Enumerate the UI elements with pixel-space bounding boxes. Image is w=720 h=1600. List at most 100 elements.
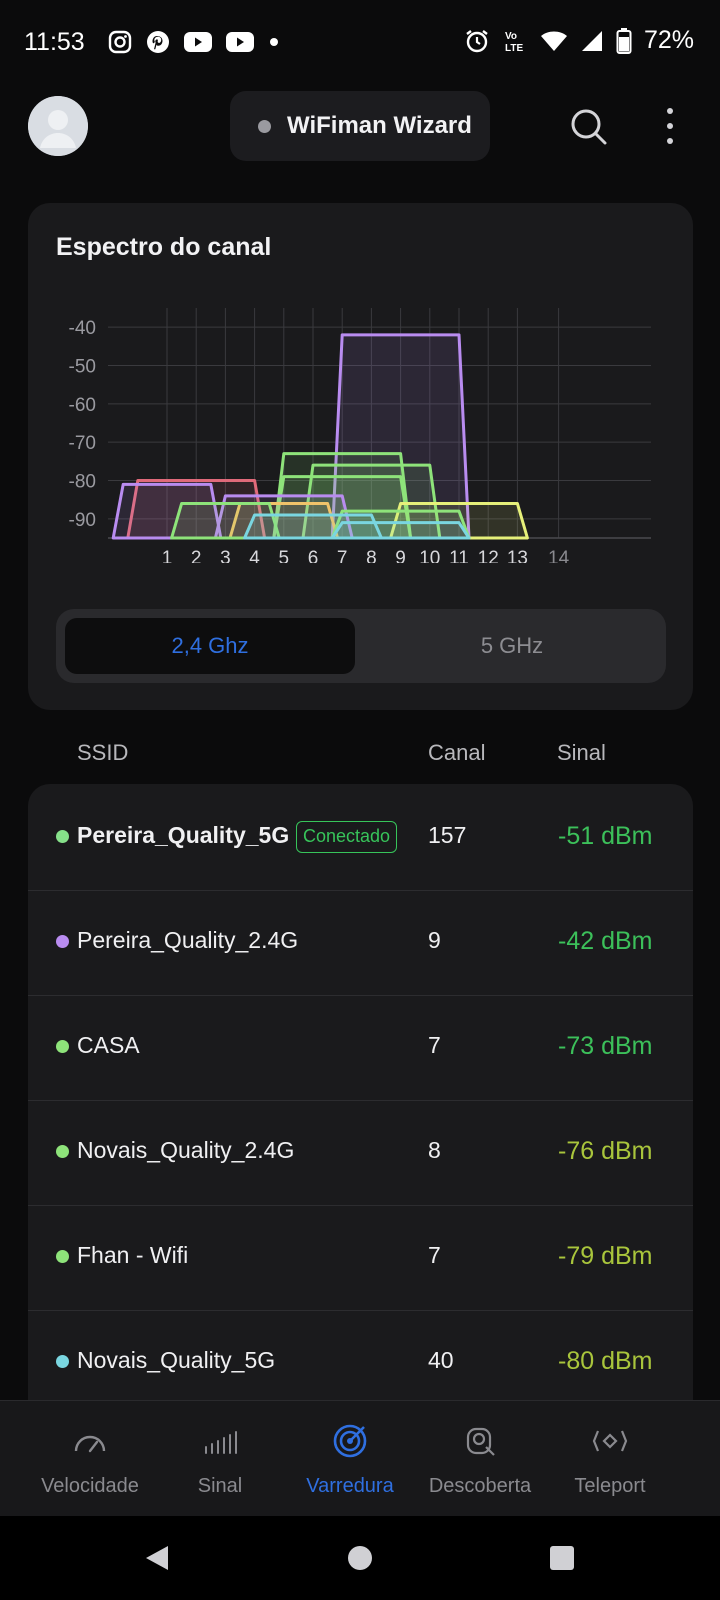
network-signal: -51 dBm: [558, 822, 653, 850]
recents-icon[interactable]: [546, 1542, 578, 1574]
table-row[interactable]: Pereira_Quality_2.4G 9 -42 dBm: [28, 889, 693, 996]
app-title: WiFiman Wizard: [287, 112, 472, 139]
x-tick-label: 7: [337, 548, 348, 563]
network-channel: 7: [428, 1032, 441, 1058]
network-channel: 7: [428, 1242, 441, 1268]
nav-label: Teleport: [574, 1475, 646, 1497]
network-signal: -79 dBm: [558, 1242, 653, 1270]
network-channel: 8: [428, 1137, 441, 1163]
youtube-icon: [226, 32, 254, 52]
network-channel: 157: [428, 822, 467, 848]
network-ssid: CASA: [77, 1032, 140, 1058]
svg-text:LTE: LTE: [505, 43, 523, 54]
search-icon[interactable]: [566, 104, 610, 148]
spectrum-chart: -40-50-60-70-80-901 2 3 4 5 6 7 8 9 10 11 12 13 14: [69, 308, 651, 563]
network-signal: -42 dBm: [558, 927, 653, 955]
network-signal: -80 dBm: [558, 1347, 653, 1375]
y-tick-label: -40: [69, 318, 96, 339]
nav-item-sinal[interactable]: Sinal: [148, 1401, 292, 1517]
y-tick-label: -60: [69, 395, 96, 416]
table-header: SSID Canal Sinal: [0, 740, 720, 770]
channel-spectrum-card: Espectro do canal -40 -50 -60 -70 -80 -90 1 2 3 4…: [28, 203, 693, 710]
alarm-icon: [466, 29, 488, 52]
back-icon[interactable]: [142, 1542, 174, 1574]
table-row[interactable]: Novais_Quality_2.4G 8 -76 dBm: [28, 1099, 693, 1206]
x-tick-label: 9: [395, 548, 406, 563]
x-tick-label: 11: [449, 548, 469, 563]
x-tick-label: 1: [162, 548, 173, 563]
x-tick-label: 5: [279, 548, 290, 563]
dot-icon: [270, 38, 278, 46]
more-options-icon[interactable]: [660, 104, 680, 148]
discovery-icon: [466, 1427, 495, 1456]
status-bar: 11:53 Vo LTE 72%: [0, 0, 720, 88]
header-ssid: SSID: [77, 740, 129, 765]
bottom-navigation: Velocidade Sinal Varredura Descoberta Telepo…: [0, 1400, 720, 1516]
network-color-dot: [56, 1145, 69, 1158]
band-option-5ghz[interactable]: 5 GHz: [480, 633, 544, 658]
table-row[interactable]: Novais_Quality_5G 40 -80 dBm: [28, 1309, 693, 1404]
x-tick-label: 2: [191, 548, 202, 563]
x-tick-label: 13: [507, 548, 528, 563]
network-color-dot: [56, 935, 69, 948]
cell-signal-icon: [581, 30, 602, 51]
band-option-2-4ghz[interactable]: 2,4 Ghz: [65, 618, 355, 674]
nav-label: Descoberta: [428, 1475, 532, 1497]
nav-item-descoberta[interactable]: Descoberta: [408, 1401, 552, 1517]
system-navigation-bar: [0, 1516, 720, 1600]
network-ssid: Novais_Quality_5G: [77, 1347, 276, 1373]
pinterest-icon: [147, 31, 169, 53]
signal-bars-icon: [205, 1431, 237, 1454]
home-icon[interactable]: [344, 1542, 376, 1574]
x-tick-label: 4: [249, 548, 260, 563]
nav-item-teleport[interactable]: Teleport: [538, 1401, 682, 1517]
table-row[interactable]: Pereira_Quality_5G Conectado 157 -51 dBm: [28, 784, 693, 891]
connected-badge: Conectado: [296, 821, 398, 853]
nav-label: Sinal: [197, 1475, 243, 1497]
wifi-icon: [540, 31, 567, 51]
network-color-dot: [56, 1355, 69, 1368]
table-row[interactable]: Fhan - Wifi 7 -79 dBm: [28, 1204, 693, 1311]
network-channel: 9: [428, 927, 441, 953]
youtube-icon: [184, 32, 212, 52]
network-ssid: Novais_Quality_2.4G: [77, 1137, 295, 1163]
spectrum-title: Espectro do canal: [56, 233, 272, 261]
system-indicators: Vo LTE 72%: [464, 26, 694, 55]
y-tick-label: -80: [69, 472, 96, 493]
y-tick-label: -90: [69, 510, 96, 531]
band-toggle: 2,4 Ghz 5 GHz: [56, 609, 666, 683]
network-ssid: Fhan - Wifi: [77, 1242, 189, 1268]
nav-label: Velocidade: [41, 1475, 139, 1497]
battery-percent: 72%: [643, 26, 694, 54]
status-time: 11:53: [24, 28, 85, 56]
network-ssid: Pereira_Quality_2.4G: [77, 927, 299, 953]
network-color-dot: [56, 1250, 69, 1263]
network-color-dot: [56, 1040, 69, 1053]
avatar[interactable]: [28, 96, 88, 156]
notification-icons: [108, 30, 280, 54]
header-signal: Sinal: [557, 740, 606, 765]
instagram-icon: [108, 30, 132, 54]
user-avatar-icon: [28, 96, 88, 156]
speedometer-icon: [74, 1435, 106, 1453]
network-color-dot: [56, 830, 69, 843]
x-tick-label: 3: [220, 548, 231, 563]
network-signal: -76 dBm: [558, 1137, 653, 1165]
x-tick-label: 6: [308, 548, 319, 563]
y-tick-label: -50: [69, 357, 96, 378]
x-tick-label: 14: [548, 548, 570, 563]
table-row[interactable]: CASA 7 -73 dBm: [28, 994, 693, 1101]
network-list: Pereira_Quality_5G Conectado 157 -51 dBm Per…: [28, 784, 693, 1404]
nav-item-varredura[interactable]: Varredura: [278, 1401, 422, 1517]
radar-icon: [333, 1424, 367, 1458]
network-ssid: Pereira_Quality_5G: [77, 822, 290, 848]
device-selector[interactable]: WiFiman Wizard: [230, 91, 490, 161]
network-signal: -73 dBm: [558, 1032, 653, 1060]
x-tick-label: 10: [419, 548, 440, 563]
x-tick-label: 12: [478, 548, 499, 563]
network-spectrum-band: [330, 521, 471, 540]
x-tick-label: 8: [366, 548, 377, 563]
status-dot: [258, 119, 271, 133]
nav-item-velocidade[interactable]: Velocidade: [18, 1401, 162, 1517]
